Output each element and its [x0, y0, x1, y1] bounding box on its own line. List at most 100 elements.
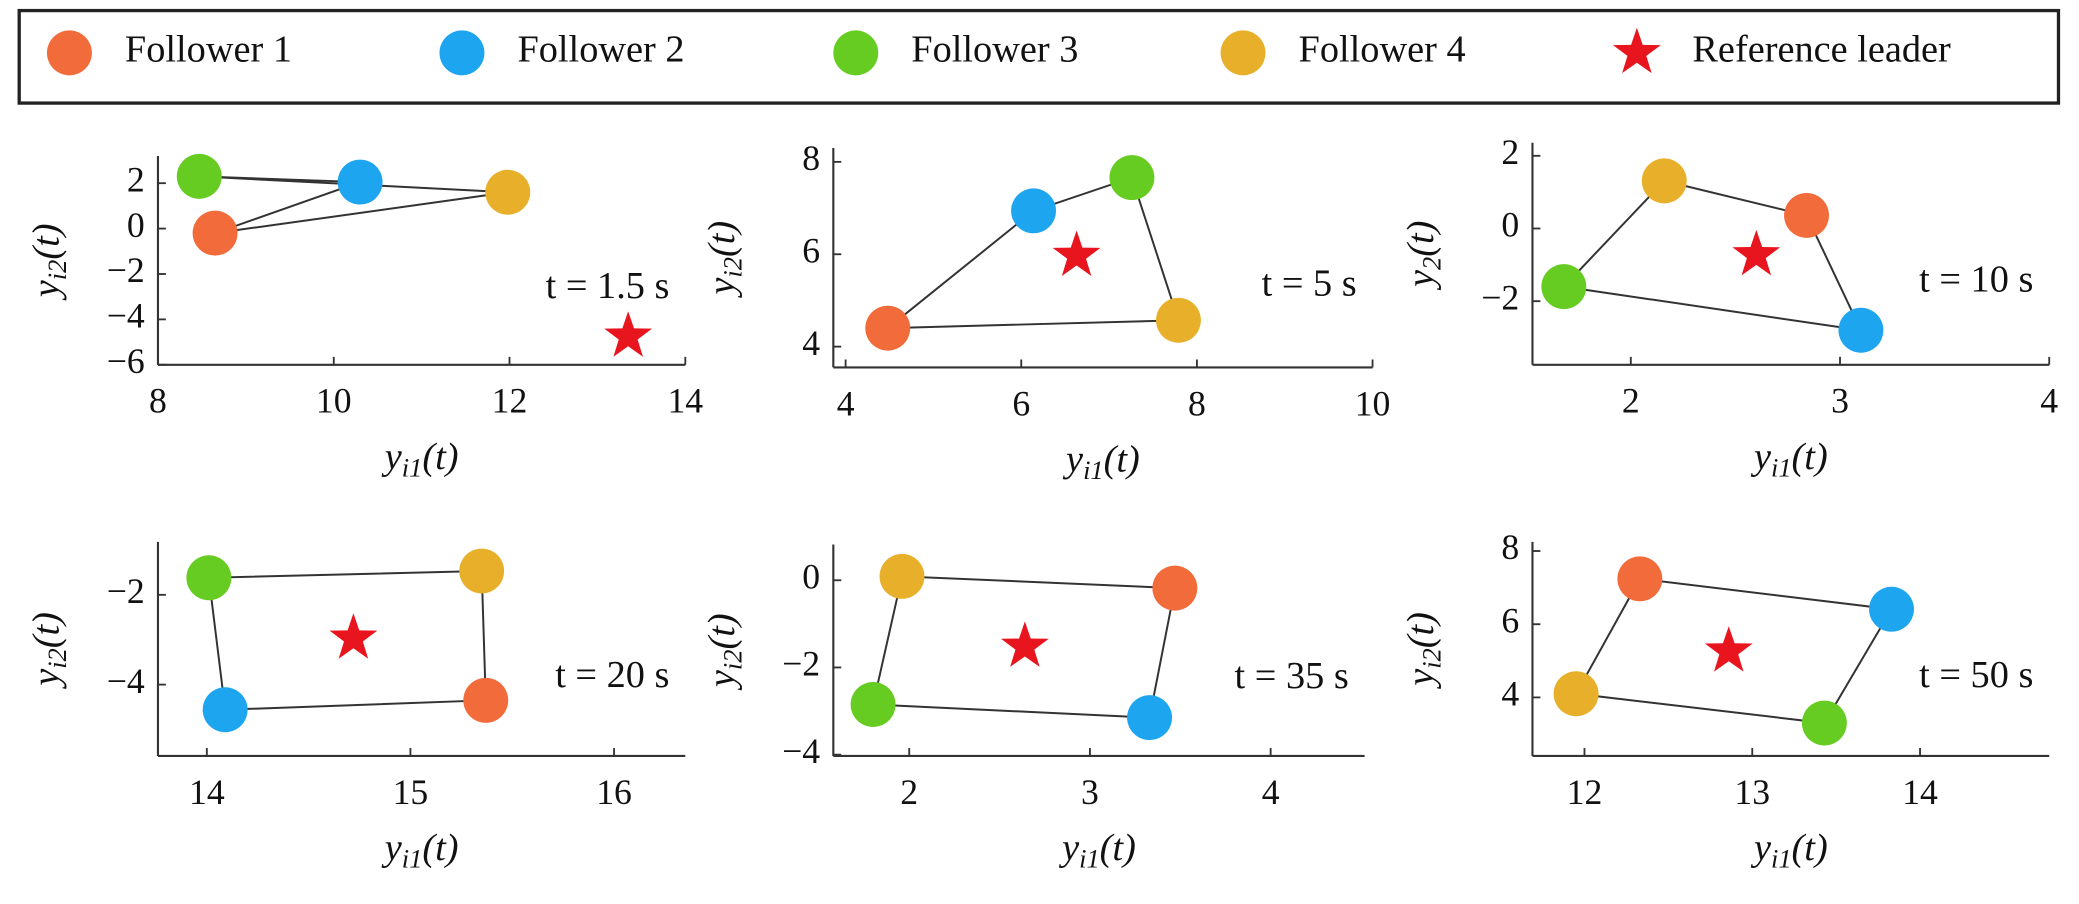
y-axis-label-base: y	[25, 668, 67, 690]
y-tick-label: 4	[802, 323, 820, 363]
y-tick-label: 6	[1501, 600, 1519, 640]
x-axis-label-base: y	[1058, 827, 1080, 869]
follower-marker	[485, 169, 531, 215]
x-axis-label: yi1(t)	[381, 436, 459, 483]
time-annotation: t = 5 s	[1262, 263, 1357, 305]
x-tick-label: 15	[393, 772, 429, 812]
y-axis-label: yi2(t)	[25, 223, 72, 301]
follower-marker	[850, 682, 896, 727]
follower-marker	[879, 553, 925, 599]
x-axis-label-arg: (t)	[1792, 436, 1828, 478]
y-axis-label-base: y	[1400, 668, 1442, 690]
x-axis-label-arg: (t)	[1792, 827, 1828, 869]
legend-label: Reference leader	[1692, 29, 1951, 71]
x-axis-label-base: y	[1062, 438, 1084, 480]
legend-label: Follower 2	[517, 29, 684, 71]
y-tick-label: −2	[107, 571, 145, 611]
y-tick-label: 0	[1501, 205, 1519, 245]
y-tick-label: −2	[782, 644, 820, 684]
follower-marker	[1011, 188, 1057, 234]
y-tick-label: 6	[802, 230, 820, 270]
follower-marker	[202, 687, 248, 733]
y-axis-label-arg: (t)	[1400, 221, 1442, 257]
time-annotation: t = 50 s	[1919, 654, 2033, 696]
leader-marker	[1732, 229, 1781, 276]
x-axis-label: yi1(t)	[1750, 436, 1828, 483]
legend-box	[17, 8, 2061, 105]
x-tick-label: 4	[2040, 381, 2058, 421]
y-axis-label-arg: (t)	[701, 613, 743, 649]
x-tick-label: 13	[1734, 772, 1770, 812]
y-axis-label-base: y	[701, 277, 743, 299]
follower-marker	[463, 677, 509, 723]
x-axis-label-sub: i1	[402, 844, 423, 874]
x-axis-label: yi1(t)	[1058, 827, 1136, 874]
leader-marker	[329, 613, 378, 659]
y-axis-label-base: y	[1400, 269, 1442, 291]
time-annotation: t = 35 s	[1235, 655, 1349, 697]
y-axis-label-sub: i2	[1417, 648, 1447, 669]
y-axis-label-sub: i2	[718, 650, 748, 671]
time-annotation: t = 1.5 s	[546, 265, 670, 307]
x-axis-label-base: y	[381, 436, 403, 478]
x-tick-label: 6	[1012, 383, 1030, 423]
follower-marker	[1553, 671, 1599, 717]
y-axis-label-sub: i2	[42, 260, 72, 281]
y-tick-label: 0	[127, 205, 145, 245]
follower-marker	[1617, 556, 1663, 602]
x-tick-label: 12	[492, 381, 528, 421]
y-tick-label: 0	[802, 556, 820, 596]
x-axis-label-base: y	[381, 827, 403, 869]
y-tick-label: −4	[107, 296, 145, 336]
leader-marker	[604, 311, 653, 357]
x-axis-label-sub: i1	[1079, 844, 1100, 874]
y-axis-label: yi2(t)	[701, 613, 748, 691]
follower-marker	[459, 548, 505, 594]
follower-marker	[865, 305, 911, 351]
y-axis-label: yi2(t)	[701, 221, 748, 299]
y-tick-label: −2	[107, 250, 145, 290]
leader-marker	[1052, 230, 1101, 276]
x-axis-label-arg: (t)	[1100, 827, 1136, 869]
y-axis-label-sub: 2	[1417, 257, 1447, 270]
follower-marker	[337, 159, 383, 205]
x-axis-label-base: y	[1750, 436, 1772, 478]
follower-marker	[1152, 565, 1198, 611]
y-tick-label: 2	[1501, 132, 1519, 172]
follower-marker	[1838, 307, 1884, 353]
x-axis-label: yi1(t)	[1750, 827, 1828, 874]
x-tick-label: 10	[1355, 383, 1391, 423]
legend-marker	[439, 30, 485, 76]
y-tick-label: 2	[127, 159, 145, 199]
y-axis-label-base: y	[701, 669, 743, 691]
x-axis-label-arg: (t)	[422, 827, 458, 869]
y-axis-label-arg: (t)	[1400, 612, 1442, 648]
follower-marker	[1541, 264, 1587, 310]
follower-marker	[1869, 586, 1914, 632]
x-axis-label-sub: i1	[1083, 455, 1104, 485]
y-axis-label-sub: i2	[42, 648, 72, 669]
y-axis-label-sub: i2	[718, 257, 748, 278]
x-tick-label: 2	[1622, 381, 1640, 421]
legend-marker	[46, 30, 92, 76]
time-annotation: t = 20 s	[555, 654, 669, 696]
y-tick-label: 4	[1501, 674, 1519, 714]
follower-marker	[1155, 297, 1201, 343]
legend-marker	[1612, 27, 1661, 74]
leader-marker	[1001, 621, 1049, 667]
x-tick-label: 14	[1902, 772, 1938, 812]
leader-marker	[1704, 626, 1753, 672]
x-tick-label: 4	[1262, 772, 1280, 812]
y-tick-label: −4	[782, 731, 820, 771]
follower-marker	[1127, 695, 1173, 741]
x-axis-label: yi1(t)	[381, 827, 459, 874]
x-tick-label: 14	[667, 381, 703, 421]
x-tick-label: 2	[900, 772, 918, 812]
x-tick-label: 3	[1081, 772, 1099, 812]
y-axis-label-arg: (t)	[25, 612, 67, 648]
follower-marker	[1641, 158, 1687, 204]
y-axis-label: yi2(t)	[1400, 612, 1447, 690]
follower-marker	[1109, 155, 1155, 201]
y-tick-label: 8	[802, 138, 820, 178]
